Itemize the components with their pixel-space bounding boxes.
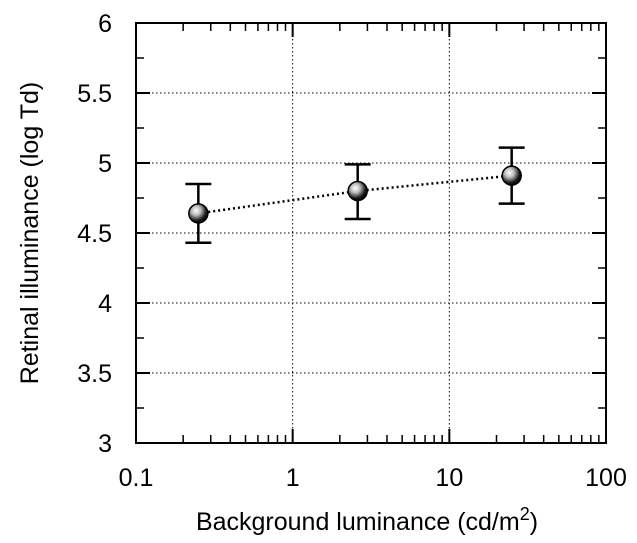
data-point	[188, 203, 209, 224]
x-tick-label: 0.1	[119, 464, 154, 492]
series	[185, 146, 525, 245]
y-tick-label: 6	[98, 10, 112, 38]
data-point	[347, 180, 368, 202]
grid	[136, 23, 606, 443]
x-axis-label: Background luminance (cd/m2)	[196, 504, 538, 536]
x-tick-label: 100	[585, 464, 627, 492]
major-ticks	[135, 22, 607, 444]
x-tick-label: 10	[435, 464, 463, 492]
y-tick-labels: 3 3.5 4 4.5 5 5.5 6	[77, 10, 112, 458]
y-tick-label: 3	[98, 430, 112, 458]
x-tick-label: 1	[286, 464, 300, 492]
y-tick-label: 3.5	[77, 360, 112, 388]
data-point	[501, 165, 522, 186]
y-axis-label: Retinal illuminance (log Td)	[16, 82, 44, 384]
plot-frame	[135, 22, 607, 444]
y-tick-label: 5	[98, 150, 112, 178]
minor-ticks	[136, 23, 606, 443]
y-tick-label: 5.5	[77, 80, 112, 108]
y-tick-label: 4.5	[77, 220, 112, 248]
y-tick-label: 4	[98, 290, 112, 318]
x-tick-labels: 0.1 1 10 100	[119, 464, 627, 492]
